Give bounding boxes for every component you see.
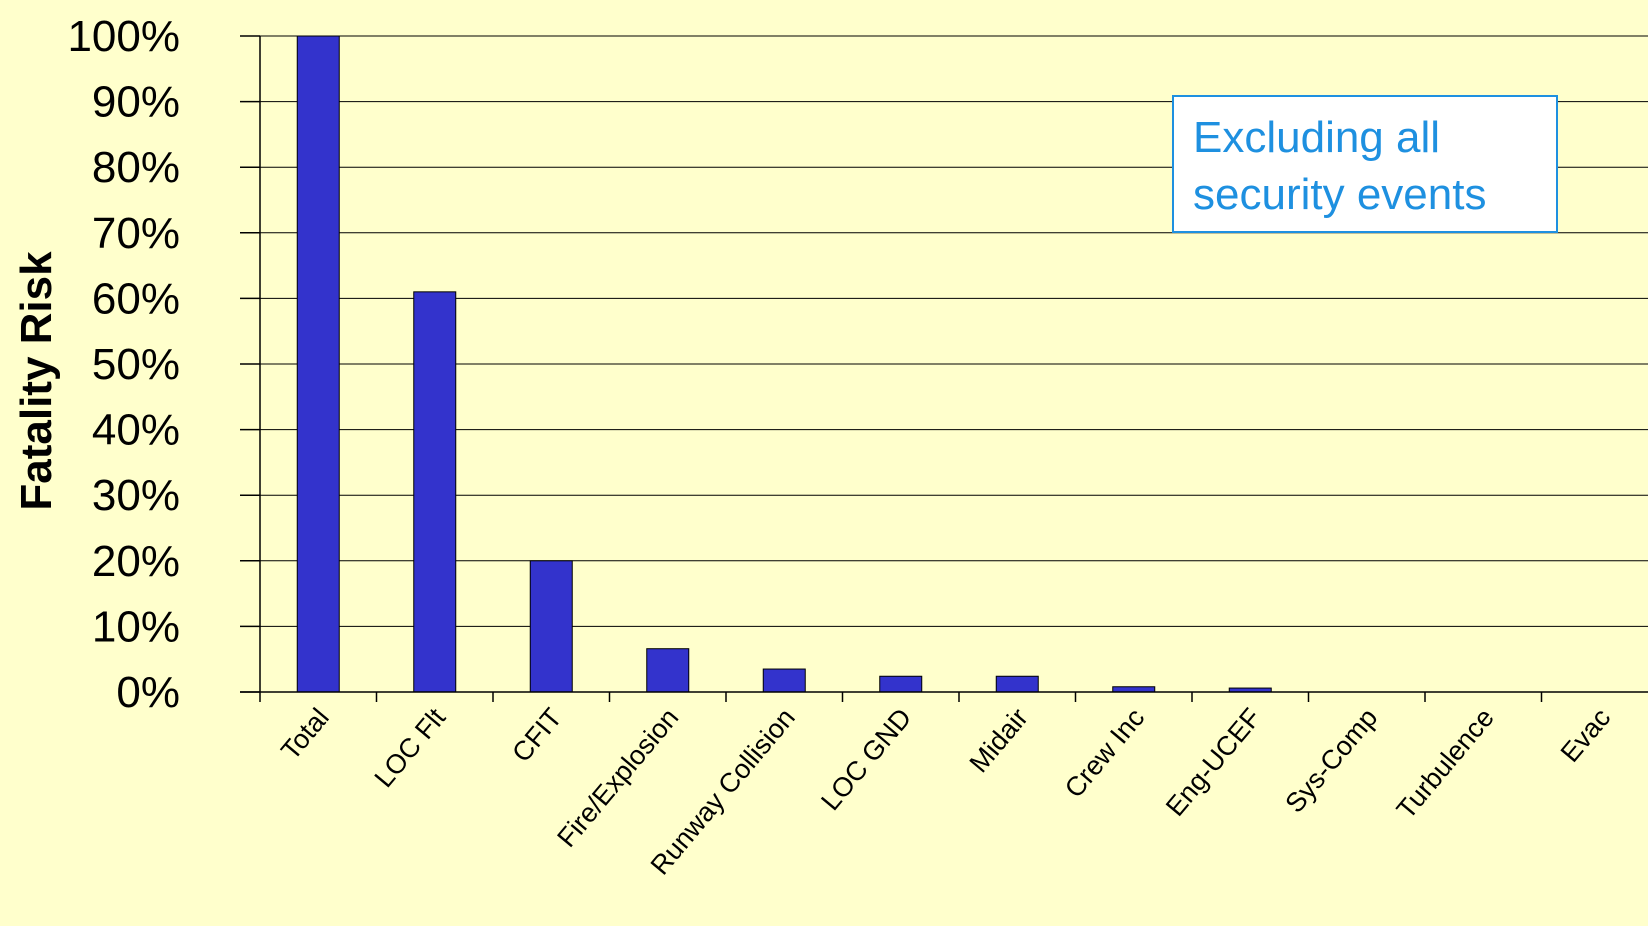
x-tick-label: Total <box>275 703 335 766</box>
bar-loc-flt <box>413 291 457 693</box>
y-tick-label: 40% <box>92 406 180 455</box>
annotation-box: Excluding all security events <box>1172 95 1558 233</box>
x-tick-label: Crew Inc <box>1059 703 1150 804</box>
x-tick-label: Fire/Explosion <box>551 703 684 853</box>
y-tick-label: 70% <box>92 209 180 258</box>
gridlines <box>260 35 1648 627</box>
bar-cfit <box>529 560 573 693</box>
bar-fire-explosion <box>646 648 690 693</box>
y-tick-label: 0% <box>116 668 180 717</box>
y-tick-label: 80% <box>92 143 180 192</box>
x-tick-label: LOC GND <box>815 703 917 817</box>
y-tick-label: 50% <box>92 340 180 389</box>
y-axis-title: Fatality Risk <box>12 251 61 511</box>
annotation-line-2: security events <box>1193 170 1486 219</box>
x-tick-label: CFIT <box>506 703 568 768</box>
x-tick-label: Midair <box>964 703 1034 779</box>
x-tick-label: LOC Flt <box>369 702 452 793</box>
x-tick-label: Evac <box>1555 703 1617 768</box>
bar-loc-gnd <box>879 675 923 693</box>
x-tick-label: Turbulence <box>1391 703 1500 825</box>
y-tick-label: 90% <box>92 78 180 127</box>
y-tick-label: 60% <box>92 274 180 323</box>
y-tick-label: 30% <box>92 471 180 520</box>
y-tick-label: 100% <box>67 12 180 61</box>
bar-crew-inc <box>1112 686 1156 693</box>
y-tick-label: 10% <box>92 602 180 651</box>
y-tick-labels: 0% 10% 20% 30% 40% 50% 60% 70% 80% 90% 100% <box>67 12 260 717</box>
x-tick-label: Sys-Comp <box>1279 703 1383 819</box>
annotation-border <box>1172 95 1558 233</box>
bar-runway-collision <box>762 668 806 693</box>
bar-midair <box>995 675 1039 693</box>
annotation-line-1: Excluding all <box>1193 113 1440 162</box>
x-tick-label: Eng-UCEF <box>1160 703 1267 822</box>
y-tick-label: 20% <box>92 537 180 586</box>
bar-total <box>296 35 340 693</box>
